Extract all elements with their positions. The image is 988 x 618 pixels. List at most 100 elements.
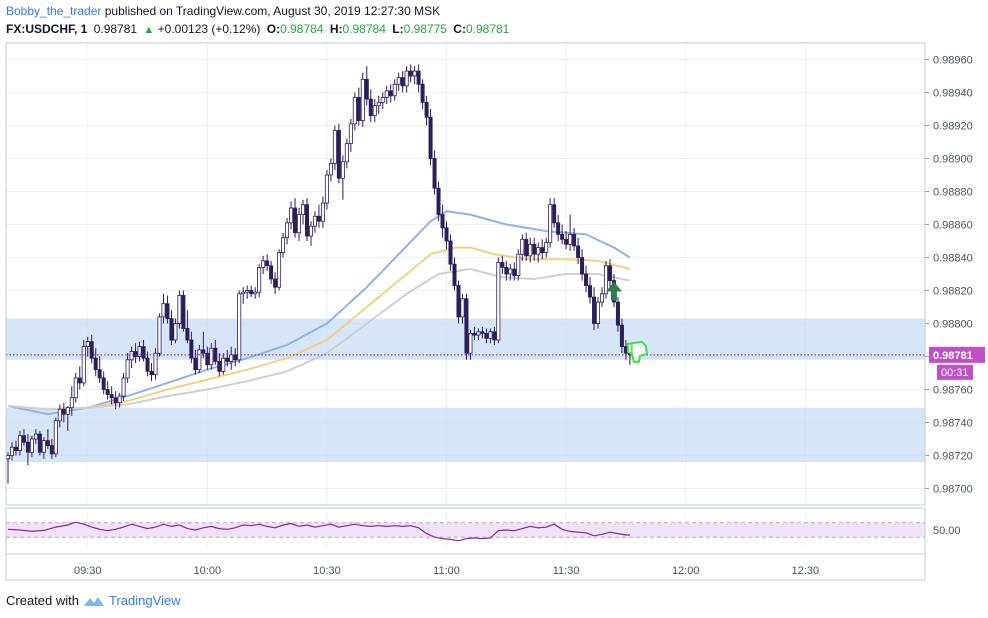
candle bbox=[456, 280, 461, 324]
author-link[interactable]: Bobby_the_trader bbox=[6, 4, 102, 18]
candle bbox=[6, 452, 11, 484]
candle-body bbox=[484, 332, 489, 339]
candle-body bbox=[209, 347, 214, 366]
time-tick-label: 10:00 bbox=[194, 565, 222, 577]
candle bbox=[308, 221, 313, 246]
candle bbox=[392, 79, 397, 101]
candle-body bbox=[205, 352, 210, 366]
candle bbox=[189, 331, 194, 364]
candle bbox=[568, 214, 573, 251]
candle bbox=[436, 181, 441, 222]
candle-body bbox=[332, 130, 337, 164]
candle bbox=[41, 437, 46, 459]
candle-body bbox=[408, 70, 413, 77]
candle bbox=[376, 95, 381, 114]
candle bbox=[468, 330, 473, 360]
candle-body bbox=[360, 78, 365, 121]
candle bbox=[85, 336, 90, 357]
candle bbox=[484, 328, 489, 344]
candle-body bbox=[101, 377, 106, 390]
current-price-label: 0.98781 bbox=[933, 350, 973, 362]
close-value: 0.98781 bbox=[465, 22, 510, 36]
last-price: 0.98781 bbox=[93, 22, 138, 36]
candle bbox=[149, 363, 154, 382]
candle bbox=[273, 272, 278, 294]
price-tick-label: 0.98880 bbox=[933, 187, 973, 199]
candle bbox=[440, 204, 445, 238]
candle-body bbox=[257, 266, 262, 293]
candle bbox=[37, 430, 42, 456]
candle-body bbox=[109, 394, 114, 399]
candle-body bbox=[356, 97, 361, 121]
candle bbox=[53, 417, 58, 458]
candle-body bbox=[25, 441, 30, 453]
candle bbox=[428, 109, 433, 166]
change-up-icon: ▲ bbox=[143, 24, 155, 36]
change-value: +0.00123 (+0.12%) bbox=[157, 22, 261, 36]
rsi-pane bbox=[6, 521, 925, 542]
time-tick-label: 10:30 bbox=[313, 565, 341, 577]
candle bbox=[157, 313, 162, 357]
candle bbox=[185, 310, 190, 344]
candle bbox=[332, 125, 337, 171]
candle-body bbox=[65, 407, 70, 415]
candle-body bbox=[197, 349, 202, 371]
current-price-badge bbox=[929, 346, 985, 363]
candle bbox=[480, 326, 485, 339]
candle-body bbox=[512, 268, 517, 277]
candle-body bbox=[93, 357, 98, 371]
candle bbox=[520, 234, 525, 261]
candle-body bbox=[603, 265, 608, 295]
candle bbox=[205, 346, 210, 370]
candle-body bbox=[520, 238, 525, 255]
candle bbox=[285, 217, 290, 245]
candle bbox=[201, 331, 206, 359]
candle-body bbox=[81, 346, 86, 384]
candle-body bbox=[141, 346, 146, 359]
candle-body bbox=[21, 435, 26, 443]
countdown-badge bbox=[937, 364, 973, 380]
candle bbox=[129, 346, 134, 369]
candle bbox=[572, 227, 577, 251]
candle bbox=[89, 335, 94, 364]
candle-body bbox=[77, 377, 82, 384]
candle bbox=[49, 439, 54, 459]
candle bbox=[576, 237, 581, 265]
candle-body bbox=[364, 78, 369, 100]
candle-body bbox=[615, 301, 620, 326]
rsi-level-label: 50.00 bbox=[933, 525, 961, 537]
created-with-text: Created with bbox=[6, 593, 79, 608]
candle-body bbox=[488, 331, 493, 339]
candle bbox=[432, 150, 437, 195]
candle bbox=[25, 434, 30, 466]
candle-body bbox=[297, 214, 302, 234]
candle-body bbox=[424, 102, 429, 118]
time-axis-labels: 09:30 10:00 10:30 11:00 11:30 12:00 12:30 bbox=[74, 565, 819, 577]
candle bbox=[113, 391, 118, 410]
candle bbox=[245, 285, 250, 299]
candle bbox=[352, 92, 357, 131]
candle bbox=[289, 201, 294, 230]
candle bbox=[145, 351, 150, 377]
candle bbox=[380, 92, 385, 109]
price-tick-label: 0.98840 bbox=[933, 253, 973, 265]
candle-body bbox=[552, 204, 557, 224]
candle-body bbox=[9, 446, 14, 456]
candle-body bbox=[572, 233, 577, 247]
candle bbox=[592, 287, 597, 331]
tradingview-logo-icon bbox=[83, 596, 104, 606]
candle bbox=[580, 249, 585, 281]
tradingview-link[interactable]: TradingView bbox=[108, 593, 181, 608]
candle-body bbox=[392, 83, 397, 97]
candle-body bbox=[568, 233, 573, 245]
candle bbox=[261, 255, 266, 274]
candle-body bbox=[229, 354, 234, 362]
candle-body bbox=[560, 233, 565, 240]
candle-body bbox=[380, 97, 385, 103]
candle bbox=[320, 196, 325, 228]
candles bbox=[6, 64, 632, 484]
candle bbox=[177, 290, 182, 329]
candle-body bbox=[496, 262, 501, 341]
candle-body bbox=[29, 438, 34, 453]
